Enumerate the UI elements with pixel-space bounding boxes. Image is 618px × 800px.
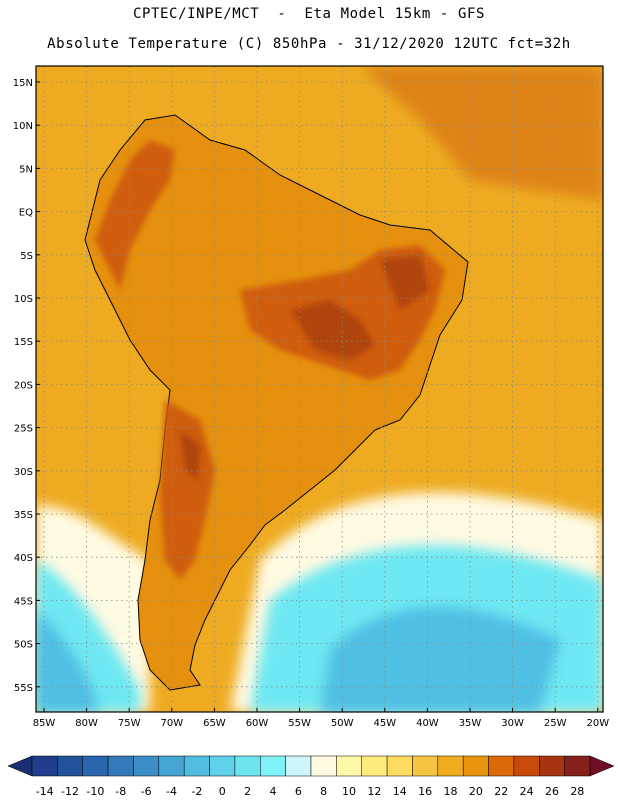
latitude-axis: 15N 10N 5N EQ 5S 10S 15S 20S 25S 30S 35S 40S 45S 50S 5… [13, 78, 40, 694]
colorbar-swatch [183, 755, 210, 777]
lon-label: 80W [75, 718, 98, 729]
colorbar-label: -2 [191, 785, 202, 798]
lat-label: 25S [14, 424, 33, 435]
colorbar-label: -4 [166, 785, 177, 798]
colorbar-label: 22 [494, 785, 508, 798]
colorbar-label: 24 [520, 785, 534, 798]
map-field [36, 66, 603, 712]
title-line-1: CPTEC/INPE/MCT - Eta Model 15km - GFS [132, 6, 486, 22]
colorbar-swatch [488, 755, 515, 777]
colorbar-label: 4 [269, 785, 276, 798]
lat-label: 30S [14, 467, 33, 478]
ocean-warm-patch [360, 66, 603, 200]
colorbar-label: -14 [36, 785, 54, 798]
colorbar-label: 20 [469, 785, 483, 798]
colorbar-left-arrow [7, 755, 33, 777]
lat-label: 10S [14, 294, 33, 305]
colorbar-label: 8 [320, 785, 327, 798]
colorbar-label: 14 [393, 785, 407, 798]
colorbar-label: 16 [418, 785, 432, 798]
colorbar-label: -12 [61, 785, 79, 798]
colorbar-swatch [133, 755, 160, 777]
longitude-axis: 85W 80W 75W 70W 65W 60W 55W 50W 45W 40W 35W 30W 25W 2… [33, 708, 609, 729]
colorbar-label: -6 [141, 785, 152, 798]
colorbar-swatch [285, 755, 312, 777]
colorbar-label: 2 [244, 785, 251, 798]
colorbar-right-arrow [589, 755, 615, 777]
colorbar-swatch [513, 755, 540, 777]
lat-label: 20S [14, 380, 33, 391]
lat-label: 15S [14, 337, 33, 348]
colorbar-swatch [462, 755, 489, 777]
colorbar-label: -10 [86, 785, 104, 798]
colorbar-swatch [386, 755, 413, 777]
colorbar-swatch [361, 755, 388, 777]
colorbar-swatch [209, 755, 236, 777]
lon-label: 40W [416, 718, 439, 729]
lat-label: 5S [20, 251, 33, 262]
colorbar-swatch [234, 755, 261, 777]
lon-label: 65W [203, 718, 226, 729]
lat-label: 15N [13, 78, 33, 89]
lon-label: 60W [246, 718, 269, 729]
colorbar-swatch [31, 755, 58, 777]
lon-label: 70W [160, 718, 183, 729]
title-line-2: Absolute Temperature (C) 850hPa - 31/12/… [47, 36, 571, 52]
lat-label: 55S [14, 683, 33, 694]
colorbar-swatch [57, 755, 83, 777]
colorbar-swatch [564, 755, 591, 777]
colorbar-swatch [158, 755, 185, 777]
colorbar: -14 -12 -10 -8 -6 -4 -2 0 2 4 6 8 10 12 14 16 18 20 22 24 26… [7, 755, 615, 798]
lon-label: 25W [544, 718, 567, 729]
colorbar-swatch [260, 755, 286, 777]
colorbar-swatch [539, 755, 565, 777]
lon-label: 50W [331, 718, 354, 729]
colorbar-swatch [412, 755, 439, 777]
colorbar-label: 10 [342, 785, 356, 798]
colorbar-label: 28 [570, 785, 584, 798]
lat-label: 10N [13, 121, 33, 132]
colorbar-label: -8 [115, 785, 126, 798]
colorbar-label: 0 [219, 785, 226, 798]
colorbar-swatch [437, 755, 464, 777]
map-frame [35, 65, 604, 713]
lon-label: 55W [288, 718, 311, 729]
colorbar-label: 12 [367, 785, 381, 798]
colorbar-label: 6 [295, 785, 302, 798]
colorbar-label: 18 [444, 785, 458, 798]
colorbar-swatch [310, 755, 337, 777]
lat-label: 35S [14, 510, 33, 521]
lat-label: 50S [14, 640, 33, 651]
lat-label: 5N [19, 164, 33, 175]
lat-label: EQ [19, 208, 33, 219]
lon-label: 30W [501, 718, 524, 729]
lon-label: 45W [373, 718, 396, 729]
colorbar-label: 26 [545, 785, 559, 798]
colorbar-swatch [82, 755, 109, 777]
lon-label: 75W [118, 718, 141, 729]
colorbar-swatch [107, 755, 134, 777]
colorbar-swatch [336, 755, 362, 777]
hottest-zones [180, 255, 430, 480]
lon-label: 85W [33, 718, 56, 729]
lon-label: 20W [586, 718, 609, 729]
lon-label: 35W [459, 718, 482, 729]
lat-label: 45S [14, 596, 33, 607]
colder-zone [36, 607, 560, 712]
lat-label: 40S [14, 553, 33, 564]
